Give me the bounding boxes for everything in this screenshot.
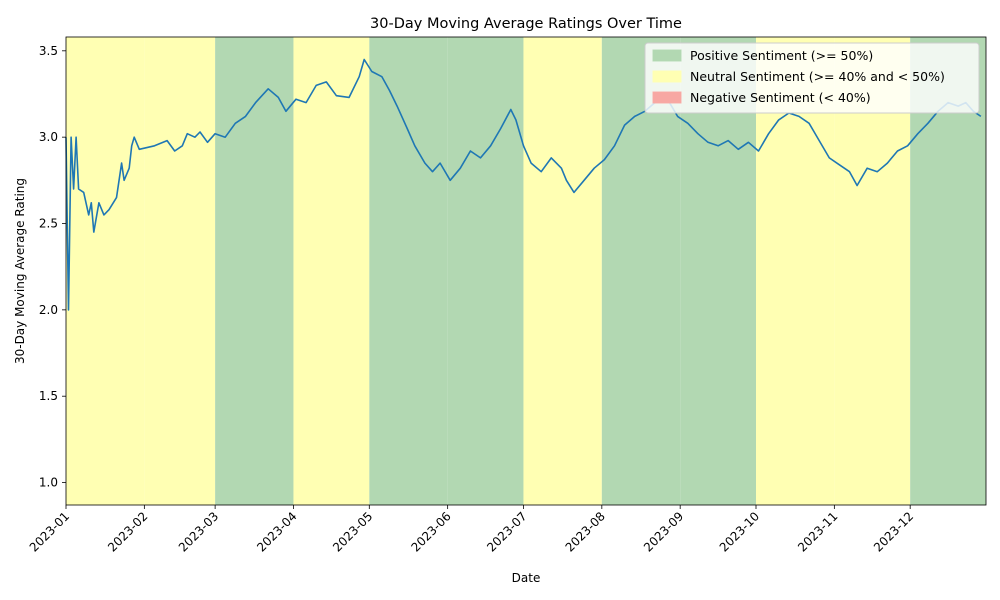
legend-swatch (652, 49, 682, 62)
sentiment-band-2023-03 (215, 37, 294, 505)
sentiment-band-2023-11 (834, 37, 911, 505)
legend-swatch (652, 70, 682, 83)
y-tick-label: 1.5 (39, 389, 58, 403)
legend-swatch (652, 91, 682, 104)
sentiment-band-2023-04 (293, 37, 370, 505)
y-tick-label: 2.5 (39, 217, 58, 231)
legend-box (644, 42, 980, 114)
y-axis-title: 30-Day Moving Average Rating (13, 178, 27, 364)
y-tick-label: 3.0 (39, 130, 58, 144)
y-tick-label: 3.5 (39, 44, 58, 58)
sentiment-band-2023-05 (369, 37, 448, 505)
axes-frame (65, 36, 987, 506)
chart-title: 30-Day Moving Average Ratings Over Time (370, 16, 682, 32)
x-tick-label: 2023-11 (795, 509, 840, 554)
sentiment-band-2023-09 (680, 37, 756, 505)
x-tick-label: 2023-04 (254, 509, 299, 554)
sentiment-band-2023-01 (66, 37, 145, 505)
sentiment-band-2023-06 (447, 37, 524, 505)
sentiment-band-2023-07 (523, 37, 602, 505)
legend-label: Negative Sentiment (< 40%) (690, 90, 871, 105)
legend-label: Neutral Sentiment (>= 40% and < 50%) (690, 69, 945, 84)
legend: Positive Sentiment (>= 50%) Neutral Senti… (644, 42, 980, 114)
x-tick-label: 2023-05 (330, 509, 375, 554)
x-axis: 2023-01 2023-02 2023-03 2023-04 2023-05 2023-… (27, 505, 916, 555)
y-axis: 1.0 1.5 2.0 2.5 3.0 3.5 (39, 44, 66, 490)
x-tick-label: 2023-10 (717, 509, 762, 554)
x-tick-label: 2023-07 (484, 509, 529, 554)
x-axis-title: Date (512, 571, 541, 585)
x-tick-label: 2023-06 (408, 509, 453, 554)
x-tick-label: 2023-08 (563, 509, 608, 554)
x-tick-label: 2023-03 (176, 509, 221, 554)
series-line-0 (65, 58, 982, 311)
sentiment-band-2023-12 (910, 37, 986, 505)
series-group (65, 58, 982, 311)
sentiment-band-2023-02 (144, 37, 216, 505)
x-tick-label: 2023-09 (641, 509, 686, 554)
legend-label: Positive Sentiment (>= 50%) (690, 48, 873, 63)
sentiment-bands (66, 37, 986, 505)
x-tick-label: 2023-12 (871, 509, 916, 554)
y-tick-label: 1.0 (39, 476, 58, 490)
y-tick-label: 2.0 (39, 303, 58, 317)
x-tick-label: 2023-01 (27, 509, 72, 554)
x-tick-label: 2023-02 (105, 509, 150, 554)
sentiment-band-2023-08 (601, 37, 681, 505)
